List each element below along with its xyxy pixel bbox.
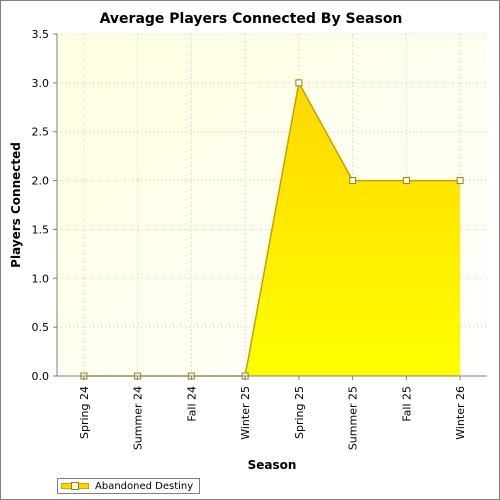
y-tick-label: 0.0 [32,370,50,383]
x-tick-label: Winter 26 [454,386,467,440]
data-point [456,177,464,185]
x-tick-label: Spring 25 [293,386,306,439]
x-tick-label: Summer 24 [132,386,145,450]
x-tick-label: Fall 25 [400,386,413,422]
axes: 0.0 0.5 1.0 1.5 2.0 2.5 3.0 3.5 Spring 24 Summer … [32,28,487,450]
y-tick-label: 3.5 [32,28,50,41]
chart-title: Average Players Connected By Season [100,11,403,27]
legend: Abandoned Destiny [57,478,201,494]
x-tick-label: Fall 24 [185,386,198,422]
legend-label: Abandoned Destiny [95,480,194,492]
x-tick-label: Summer 25 [347,386,360,450]
y-tick-label: 1.0 [32,272,50,285]
x-tick-label: Spring 24 [78,386,91,439]
y-tick-label: 0.5 [32,321,50,334]
y-tick-label: 2.0 [32,175,50,188]
x-tick-label: Winter 25 [239,386,252,440]
y-tick-label: 1.5 [32,223,50,236]
data-point [402,177,410,185]
x-axis-label: Season [248,458,297,472]
series-area [83,82,461,376]
data-point [349,177,357,185]
y-tick-label: 3.0 [32,77,50,90]
legend-swatch [61,481,89,491]
y-tick-label: 2.5 [32,126,50,139]
y-axis-label: Players Connected [9,142,23,268]
data-point [295,79,303,87]
